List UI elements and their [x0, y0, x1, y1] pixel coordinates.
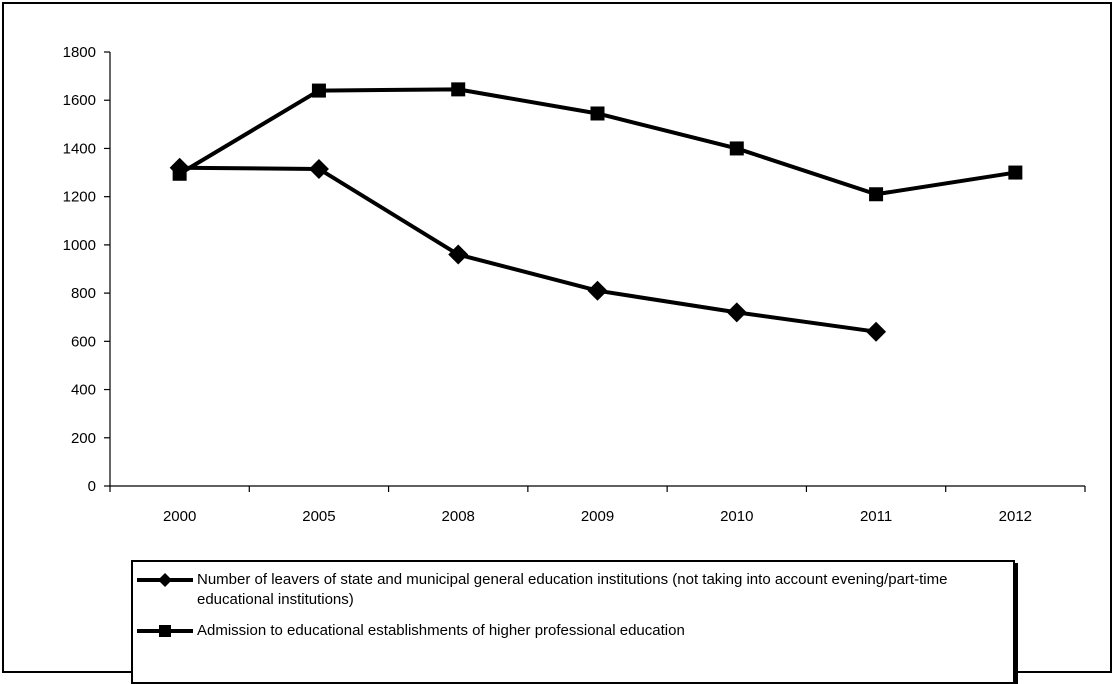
x-tick-label: 2008 — [442, 508, 475, 525]
x-tick-label: 2010 — [720, 508, 753, 525]
legend: Number of leavers of state and municipal… — [131, 560, 1015, 684]
data-point-diamond — [587, 280, 608, 301]
legend-label-leavers: Number of leavers of state and municipal… — [197, 571, 948, 608]
y-tick-label: 1800 — [63, 44, 96, 61]
data-point-diamond — [308, 158, 329, 179]
data-point-square — [311, 83, 326, 98]
series-line-0 — [179, 165, 877, 334]
series-line-1 — [178, 87, 1016, 197]
data-point-diamond — [726, 302, 747, 323]
data-point-square — [729, 141, 744, 156]
series-layer — [169, 82, 1023, 342]
y-tick-label: 0 — [88, 478, 96, 495]
data-point-diamond — [448, 244, 469, 265]
legend-swatch-diamond — [137, 573, 193, 587]
y-tick-label: 400 — [71, 382, 96, 399]
y-tick-label: 1200 — [63, 189, 96, 206]
y-tick-label: 1400 — [63, 140, 96, 157]
data-point-square — [451, 82, 466, 97]
x-tick-label: 2000 — [163, 508, 196, 525]
y-tick-label: 1000 — [63, 237, 96, 254]
x-axis: 2000 2005 2008 2009 2010 2011 2012 — [109, 485, 1086, 525]
legend-swatch-square — [137, 625, 193, 637]
y-tick-label: 1600 — [63, 92, 96, 109]
data-point-diamond — [866, 321, 887, 342]
x-tick-label: 2011 — [860, 508, 892, 525]
y-tick-label: 600 — [71, 333, 96, 350]
data-point-square — [172, 166, 187, 181]
x-tick-label: 2009 — [581, 508, 614, 525]
y-axis: 0 200 400 600 800 1000 1200 1400 1600 1800 — [63, 44, 111, 495]
y-tick-label: 200 — [71, 430, 96, 447]
data-point-square — [590, 106, 605, 121]
data-point-square — [869, 187, 884, 202]
x-tick-label: 2005 — [302, 508, 335, 525]
legend-item-leavers: Number of leavers of state and municipal… — [133, 570, 977, 610]
y-tick-label: 800 — [71, 285, 96, 302]
x-tick-label: 2012 — [999, 508, 1032, 525]
legend-item-admission: Admission to educational establishments … — [133, 621, 977, 641]
legend-label-admission: Admission to educational establishments … — [197, 622, 685, 639]
data-point-square — [1008, 165, 1023, 180]
